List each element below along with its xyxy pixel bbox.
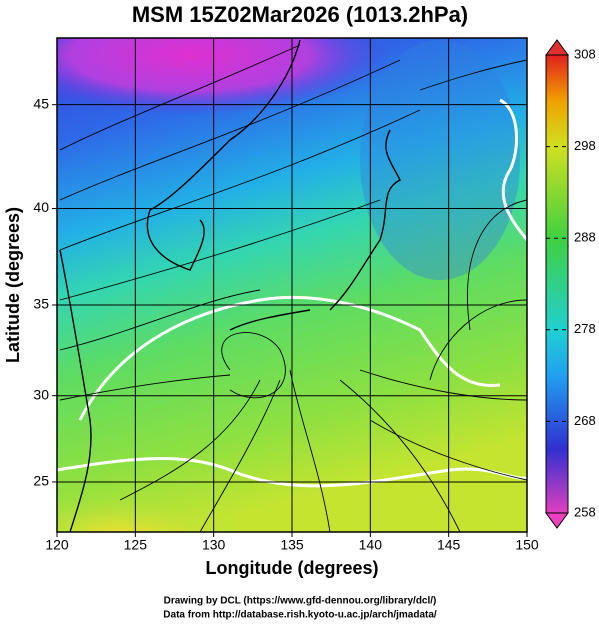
colorbar-min-arrow — [545, 512, 569, 529]
colorbar-tick-label: 288 — [574, 230, 596, 245]
x-tick-label: 140 — [359, 537, 383, 553]
colorbar-tick-label: 298 — [574, 138, 596, 153]
x-tick-label: 125 — [124, 537, 148, 553]
colorbar — [545, 54, 569, 514]
colorbar-tick-label: 268 — [574, 413, 596, 428]
credit: Data from http://database.rish.kyoto-u.a… — [163, 610, 437, 621]
y-tick-label: 45 — [33, 95, 49, 111]
x-tick-label: 135 — [280, 537, 304, 553]
coastlines — [59, 39, 401, 532]
field — [57, 38, 527, 532]
x-tick-label: 145 — [437, 537, 461, 553]
y-tick-label: 25 — [33, 473, 49, 489]
colorbar-tick-label: 258 — [574, 504, 596, 519]
colorbar-tick-label: 278 — [574, 321, 596, 336]
cold-area — [57, 38, 390, 115]
credit: Drawing by DCL (https://www.gfd-dennou.o… — [164, 596, 437, 607]
x-tick-label: 120 — [45, 537, 69, 553]
x-tick-label: 150 — [515, 537, 539, 553]
colorbar-tick-label: 308 — [574, 46, 596, 61]
colorbar-max-arrow — [545, 39, 569, 56]
x-tick-label: 130 — [202, 537, 226, 553]
contours — [57, 98, 527, 488]
x-axis-label: Longitude (degrees) — [205, 558, 378, 578]
cool-area — [360, 40, 520, 280]
warm-area — [57, 495, 240, 532]
y-tick-label: 40 — [33, 199, 49, 215]
y-tick-label: 35 — [33, 296, 49, 312]
title: MSM 15Z02Mar2026 (1013.2hPa) — [132, 2, 468, 27]
streamlines — [59, 44, 527, 532]
y-axis-label: Latitude (degrees) — [3, 207, 23, 363]
y-tick-label: 30 — [33, 386, 49, 402]
